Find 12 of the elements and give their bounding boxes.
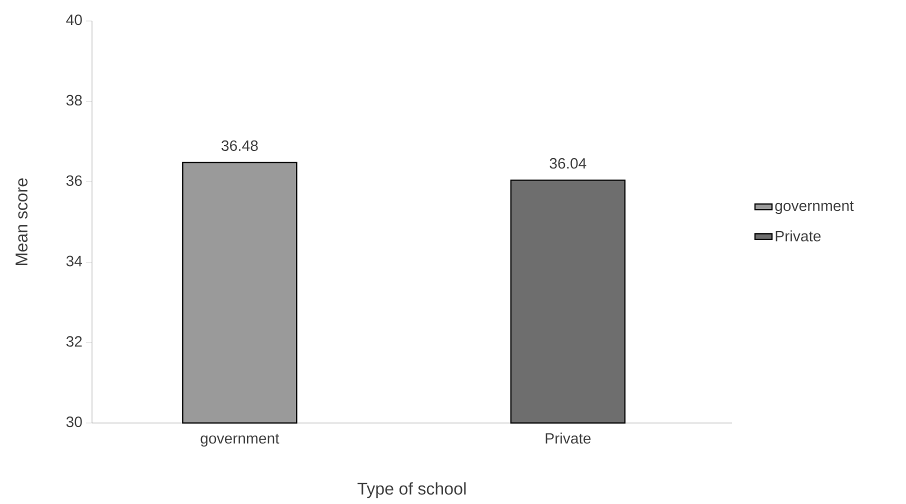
data-label: 36.48 xyxy=(222,140,258,151)
y-tick-label: 34 xyxy=(66,256,82,266)
legend-label: Private xyxy=(776,230,821,242)
y-tick-label: 30 xyxy=(66,416,82,428)
legend-label: government xyxy=(775,201,854,214)
y-tick-label: 32 xyxy=(66,336,82,347)
y-axis-title: Mean score xyxy=(16,178,28,266)
data-label: 36.04 xyxy=(550,158,586,169)
y-tick-label: 40 xyxy=(66,14,82,26)
x-axis-title: Type of school xyxy=(358,482,466,498)
y-tick-label: 38 xyxy=(66,94,82,106)
y-tick-label: 36 xyxy=(66,175,82,186)
